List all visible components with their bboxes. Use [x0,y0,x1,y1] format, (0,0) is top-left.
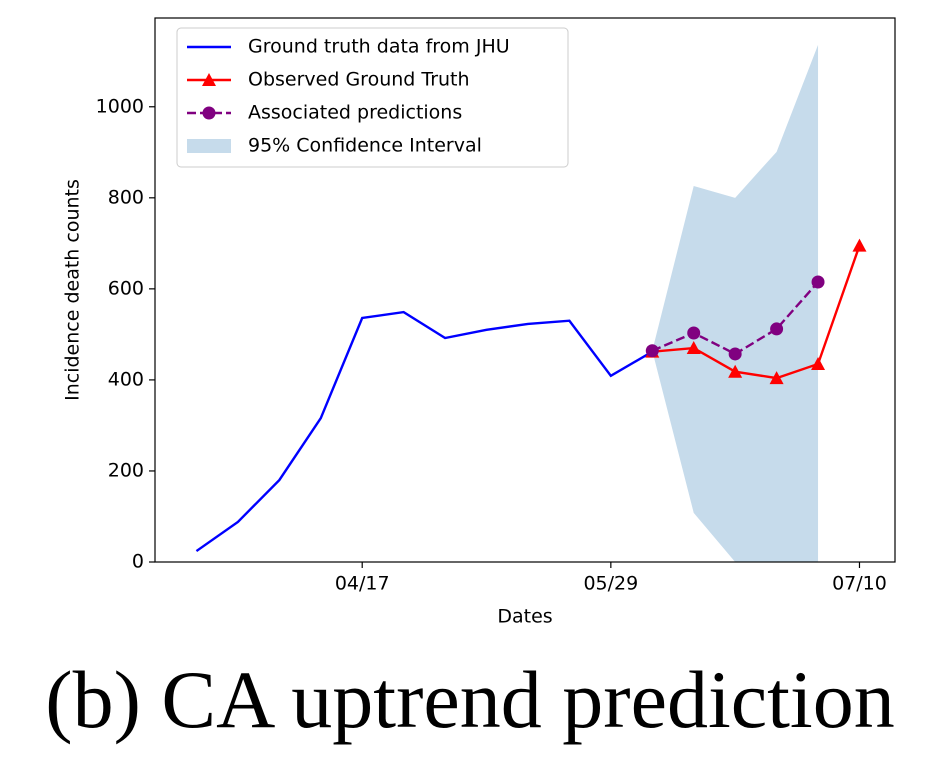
circle-marker [728,347,742,361]
legend-box [176,27,569,168]
y-tick-label: 1000 [96,95,144,117]
triangle-marker [728,364,743,378]
legend-label: Associated predictions [248,102,462,124]
triangle-marker [769,371,784,385]
circle-marker [687,326,701,340]
x-tick-label: 07/10 [832,573,887,595]
series-line [652,245,861,380]
legend-label: 95% Confidence Interval [248,135,482,157]
legend: Ground truth data from JHU Observed Groun… [176,27,569,168]
y-tick-label: 200 [108,459,144,481]
y-tick-label: 600 [108,277,144,299]
y-axis-label: Incidence death counts [62,179,84,401]
x-tick-label: 05/29 [583,573,638,595]
triangle-marker [811,356,826,370]
plot-frame [154,17,896,563]
legend-marker [202,73,216,86]
legend-label: Ground truth data from JHU [248,36,510,58]
circle-marker [770,322,784,336]
series-line [195,310,653,553]
legend-marker [202,106,216,120]
triangle-marker [852,238,867,252]
x-axis-label: Dates [497,606,552,628]
confidence-band [652,44,819,562]
y-tick-label: 400 [108,368,144,390]
circle-marker [811,275,825,289]
y-tick-label: 800 [108,186,144,208]
triangle-marker [686,341,701,355]
legend-swatch [187,139,231,153]
legend-label: Observed Ground Truth [248,69,470,91]
circle-marker [645,344,659,358]
x-tick-label: 04/17 [335,573,390,595]
caption: (b) CA uptrend prediction [45,654,894,745]
y-tick-label: 0 [132,551,144,573]
